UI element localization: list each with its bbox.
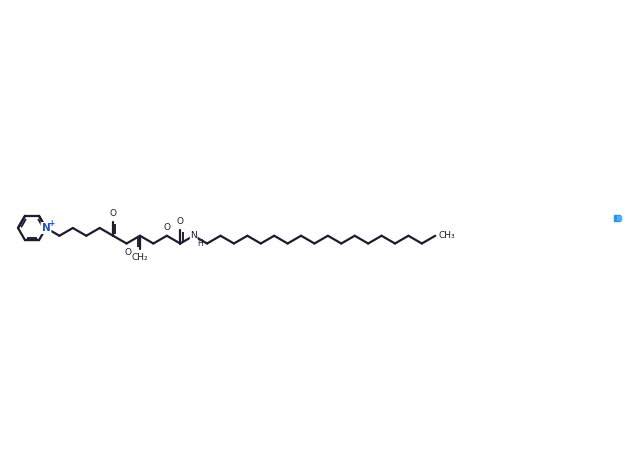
Text: N: N — [190, 231, 197, 240]
Text: CH₂: CH₂ — [132, 253, 148, 262]
Text: O: O — [177, 217, 184, 226]
Text: +: + — [48, 219, 54, 227]
Text: H: H — [198, 239, 204, 248]
Text: N: N — [42, 223, 51, 233]
Text: O: O — [109, 209, 116, 218]
Text: O: O — [124, 248, 131, 257]
Text: CH₃: CH₃ — [438, 231, 455, 240]
Text: O: O — [163, 223, 170, 232]
